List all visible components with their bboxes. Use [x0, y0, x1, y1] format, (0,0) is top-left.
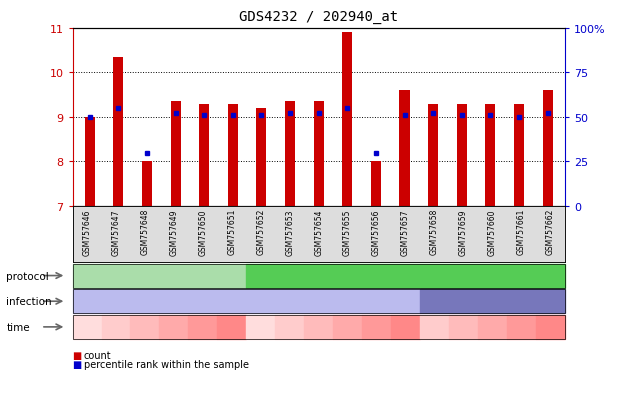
Text: IFNα2 pre-treatment: IFNα2 pre-treatment [352, 271, 459, 281]
Bar [314, 102, 324, 206]
Text: control: control [228, 297, 264, 306]
Text: GSM757660: GSM757660 [488, 209, 497, 255]
Text: ■: ■ [73, 359, 82, 369]
Text: 2 hr: 2 hr [109, 324, 123, 330]
Text: ■: ■ [73, 351, 82, 361]
Bar [371, 162, 381, 206]
Text: 8 hr: 8 hr [167, 324, 181, 330]
Bar [485, 104, 495, 206]
Text: protocol: protocol [6, 271, 49, 281]
Text: GSM757658: GSM757658 [430, 209, 439, 255]
Text: GSM757659: GSM757659 [459, 209, 468, 255]
Text: control: control [141, 271, 177, 281]
Text: GSM757652: GSM757652 [256, 209, 265, 255]
Text: 24 hr: 24 hr [541, 324, 560, 330]
Text: GDS4232 / 202940_at: GDS4232 / 202940_at [239, 10, 398, 24]
Bar [256, 109, 266, 206]
Text: 2 hr: 2 hr [427, 324, 442, 330]
Bar [228, 104, 238, 206]
Text: GSM757650: GSM757650 [198, 209, 208, 255]
Bar [457, 104, 467, 206]
Bar [170, 102, 180, 206]
Text: GSM757647: GSM757647 [112, 209, 121, 255]
Text: infection: infection [6, 297, 52, 306]
Text: GSM757649: GSM757649 [169, 209, 179, 255]
Text: 16 hr: 16 hr [194, 324, 212, 330]
Text: GSM757651: GSM757651 [227, 209, 236, 255]
Text: time: time [6, 322, 30, 332]
Text: 24 hr: 24 hr [223, 324, 241, 330]
Bar [142, 162, 152, 206]
Text: 4 hr: 4 hr [456, 324, 471, 330]
Text: GSM757656: GSM757656 [372, 209, 381, 255]
Text: 4 hr: 4 hr [138, 324, 152, 330]
Text: 0 hr: 0 hr [254, 324, 268, 330]
Text: GSM757653: GSM757653 [285, 209, 294, 255]
Text: percentile rank within the sample: percentile rank within the sample [84, 359, 249, 369]
Text: GSM757661: GSM757661 [517, 209, 526, 255]
Text: HIV infection: HIV infection [459, 297, 526, 306]
Bar [543, 91, 553, 206]
Text: 8 hr: 8 hr [341, 324, 355, 330]
Bar [342, 33, 352, 206]
Bar [85, 118, 95, 206]
Bar [114, 58, 123, 206]
Text: 16 hr: 16 hr [512, 324, 531, 330]
Text: GSM757648: GSM757648 [141, 209, 150, 255]
Text: GSM757654: GSM757654 [314, 209, 323, 255]
Text: count: count [84, 351, 112, 361]
Text: 4 hr: 4 hr [312, 324, 326, 330]
Text: 0 hr: 0 hr [80, 324, 94, 330]
Text: GSM757646: GSM757646 [83, 209, 91, 255]
Text: 24 hr: 24 hr [396, 324, 415, 330]
Text: 2 hr: 2 hr [283, 324, 297, 330]
Bar [285, 102, 295, 206]
Bar [428, 104, 438, 206]
Bar [199, 104, 209, 206]
Text: GSM757657: GSM757657 [401, 209, 410, 255]
Bar [399, 91, 410, 206]
Text: GSM757655: GSM757655 [343, 209, 352, 255]
Text: GSM757662: GSM757662 [546, 209, 555, 255]
Bar [514, 104, 524, 206]
Text: 8 hr: 8 hr [485, 324, 499, 330]
Text: 16 hr: 16 hr [367, 324, 386, 330]
